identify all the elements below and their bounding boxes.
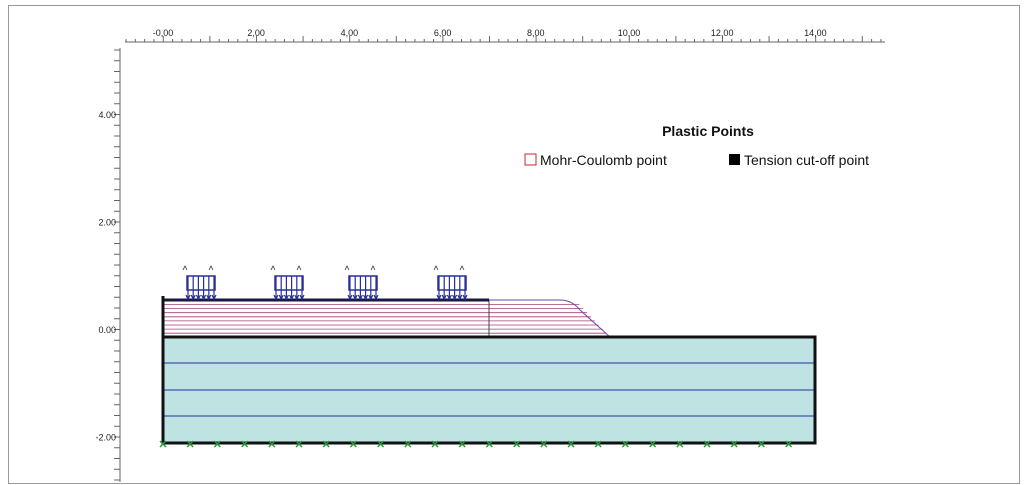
fixity-node	[621, 440, 629, 448]
load-marker	[433, 265, 465, 271]
load-arrow	[273, 276, 279, 301]
load-arrow	[294, 276, 300, 301]
model	[159, 265, 817, 448]
fixity-node	[757, 440, 765, 448]
load-arrow	[373, 276, 379, 301]
embankment-slope	[489, 299, 611, 338]
load-arrow	[446, 276, 452, 301]
load-arrow	[357, 276, 363, 301]
load-arrow	[195, 276, 201, 301]
fixity-node	[377, 440, 385, 448]
fixity-node	[730, 440, 738, 448]
fixity-node	[295, 440, 303, 448]
load-marker	[344, 265, 376, 271]
load-marker	[270, 265, 302, 271]
load-arrow	[211, 276, 217, 301]
y-ruler-label: 2.00	[98, 218, 116, 228]
load-arrow	[206, 276, 212, 301]
legend-marker	[729, 154, 740, 165]
fixity-node	[186, 440, 194, 448]
x-ruler-label: 2,00	[247, 28, 265, 38]
x-ruler-label: -0,00	[153, 28, 174, 38]
legend: Plastic Points Mohr-Coulomb point Tensio…	[524, 123, 869, 168]
y-ruler-label: 0.00	[98, 325, 116, 335]
x-ruler-label: 14,00	[804, 28, 827, 38]
fixity-node	[268, 440, 276, 448]
load-arrow	[452, 276, 458, 301]
fixity-node	[349, 440, 357, 448]
load-arrow	[441, 276, 447, 301]
fixity-node	[567, 440, 575, 448]
load-arrow	[289, 276, 295, 301]
y-ruler-label: -2.00	[95, 433, 116, 443]
fixity-node	[159, 440, 167, 448]
fixity-node	[703, 440, 711, 448]
load-arrow	[436, 276, 442, 301]
fixities	[159, 440, 793, 448]
load-arrow	[363, 276, 369, 301]
load-arrow	[278, 276, 284, 301]
load-box	[437, 275, 467, 291]
fixity-node	[785, 440, 793, 448]
load-arrow	[352, 276, 358, 301]
load-arrow	[457, 276, 463, 301]
fixity-node	[322, 440, 330, 448]
load-arrow	[368, 276, 374, 301]
fixity-node	[485, 440, 493, 448]
fixity-node	[649, 440, 657, 448]
load-arrow	[185, 276, 191, 301]
legend-label: Tension cut-off point	[744, 152, 869, 168]
fixity-node	[594, 440, 602, 448]
load-box	[186, 275, 216, 291]
legend-title: Plastic Points	[662, 123, 754, 139]
fixity-node	[513, 440, 521, 448]
load-arrow	[347, 276, 353, 301]
y-ruler-label: 4.00	[98, 110, 116, 120]
load-arrow	[190, 276, 196, 301]
fixity-node	[241, 440, 249, 448]
fixity-node	[676, 440, 684, 448]
embankment-layers	[164, 304, 607, 334]
x-ruler-label: 12,00	[711, 28, 734, 38]
fixity-node	[213, 440, 221, 448]
fixity-node	[404, 440, 412, 448]
rulers: -0,00 2,00 4,00 6,00 8,00 10,00 12,00 14,00 4.00…	[95, 28, 885, 482]
load-arrow	[462, 276, 468, 301]
load-marker	[182, 265, 214, 271]
load-arrow	[299, 276, 305, 301]
load-box	[348, 275, 378, 291]
legend-label: Mohr-Coulomb point	[540, 152, 667, 168]
load-arrow	[201, 276, 207, 301]
x-ruler-label: 4,00	[341, 28, 359, 38]
legend-marker	[524, 153, 537, 166]
fixity-node	[458, 440, 466, 448]
x-ruler-label: 6,00	[434, 28, 452, 38]
x-ruler-label: 10,00	[618, 28, 641, 38]
x-ruler-label: 8,00	[527, 28, 545, 38]
fixity-node	[540, 440, 548, 448]
load-arrow	[283, 276, 289, 301]
fixity-node	[431, 440, 439, 448]
loads	[182, 265, 468, 301]
load-box	[274, 275, 304, 291]
